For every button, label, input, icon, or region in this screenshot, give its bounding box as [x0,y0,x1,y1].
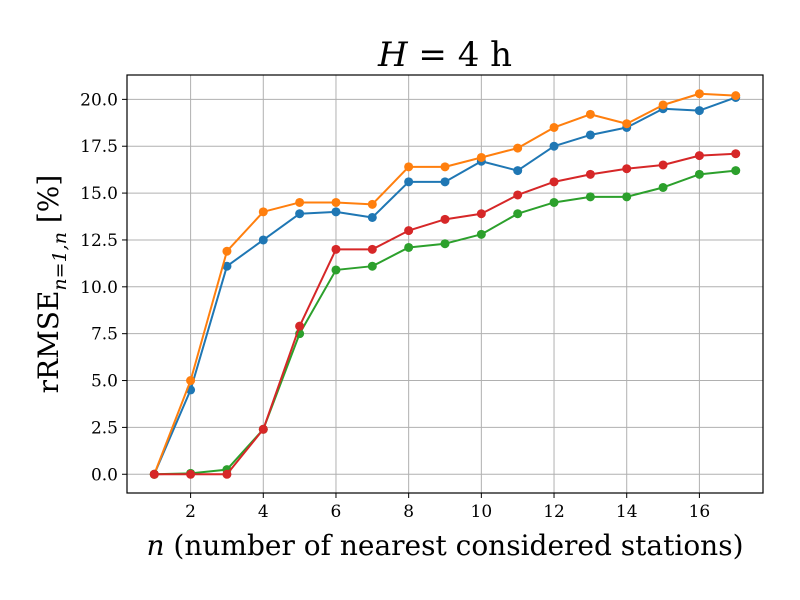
data-point [513,166,523,176]
data-point [549,197,559,207]
series-line [153,96,737,475]
data-point [258,235,268,245]
data-point [658,182,668,192]
data-point [622,119,632,129]
data-point [295,321,305,331]
data-point [258,424,268,434]
data-point [513,209,523,219]
x-tick-label: 12 [543,502,565,522]
x-tick-label: 10 [471,502,493,522]
data-point [295,209,305,219]
data-point [585,169,595,179]
data-point [476,152,486,162]
x-axis: 2 4 6 8 10 12 14 16 [185,493,710,522]
data-point [440,177,450,187]
y-tick-label: 7.5 [91,325,118,345]
x-tick-label: 2 [185,502,196,522]
data-point [222,246,232,256]
series-3 [149,166,741,479]
x-tick-label: 4 [258,502,269,522]
data-point [222,261,232,271]
series-line [154,152,736,476]
data-point [404,177,414,187]
data-point [222,469,232,479]
series-4 [149,149,741,479]
data-point [367,261,377,271]
data-point [694,89,704,99]
x-tick-label: 14 [616,502,638,522]
x-tick-label: 6 [331,502,342,522]
y-tick-label: 10.0 [80,278,118,298]
data-point [440,239,450,249]
x-tick-label: 16 [689,502,711,522]
y-tick-label: 17.5 [80,137,118,157]
plot-frame [126,74,764,494]
data-point [694,169,704,179]
y-tick-label: 20.0 [80,90,118,110]
data-point [404,162,414,172]
series-1 [149,92,741,479]
data-point [258,207,268,217]
data-point [585,109,595,119]
data-point [658,160,668,170]
y-axis-label: rRMSEn=1,n [%] [32,175,71,394]
y-tick-label: 5.0 [91,372,118,392]
data-point [476,229,486,239]
data-point [585,192,595,202]
data-point [404,226,414,236]
chart-title: H = 4 h [377,35,512,75]
y-tick-label: 0.0 [91,465,118,485]
data-point [549,177,559,187]
y-axis: 0.0 2.5 5.0 7.5 10.0 12.5 15.0 17.5 20.0 [80,90,127,485]
data-point [731,149,741,159]
data-point [549,122,559,132]
x-tick-label: 8 [403,502,414,522]
data-point [694,106,704,116]
data-point [404,242,414,252]
y-tick-label: 2.5 [91,418,118,438]
y-tick-label: 12.5 [80,231,118,251]
data-point [622,192,632,202]
data-point [186,469,196,479]
series-2 [149,89,741,479]
data-point [476,209,486,219]
y-tick-label: 15.0 [80,184,118,204]
data-point [549,141,559,151]
data-point [513,143,523,153]
data-point [658,100,668,110]
data-point [149,469,159,479]
data-point [331,207,341,217]
data-point [331,244,341,254]
data-point [731,91,741,101]
data-point [694,151,704,161]
data-point [367,199,377,209]
series-line [153,92,736,475]
data-point [731,166,741,176]
x-axis-label: n (number of nearest considered stations… [146,529,743,562]
data-point [585,130,595,140]
data-point [440,214,450,224]
series-group [149,89,741,479]
data-point [513,190,523,200]
data-point [367,212,377,222]
data-point [367,244,377,254]
data-point [331,265,341,275]
data-point [622,164,632,174]
data-point [186,376,196,386]
data-point [331,197,341,207]
data-point [295,197,305,207]
data-point [440,162,450,172]
